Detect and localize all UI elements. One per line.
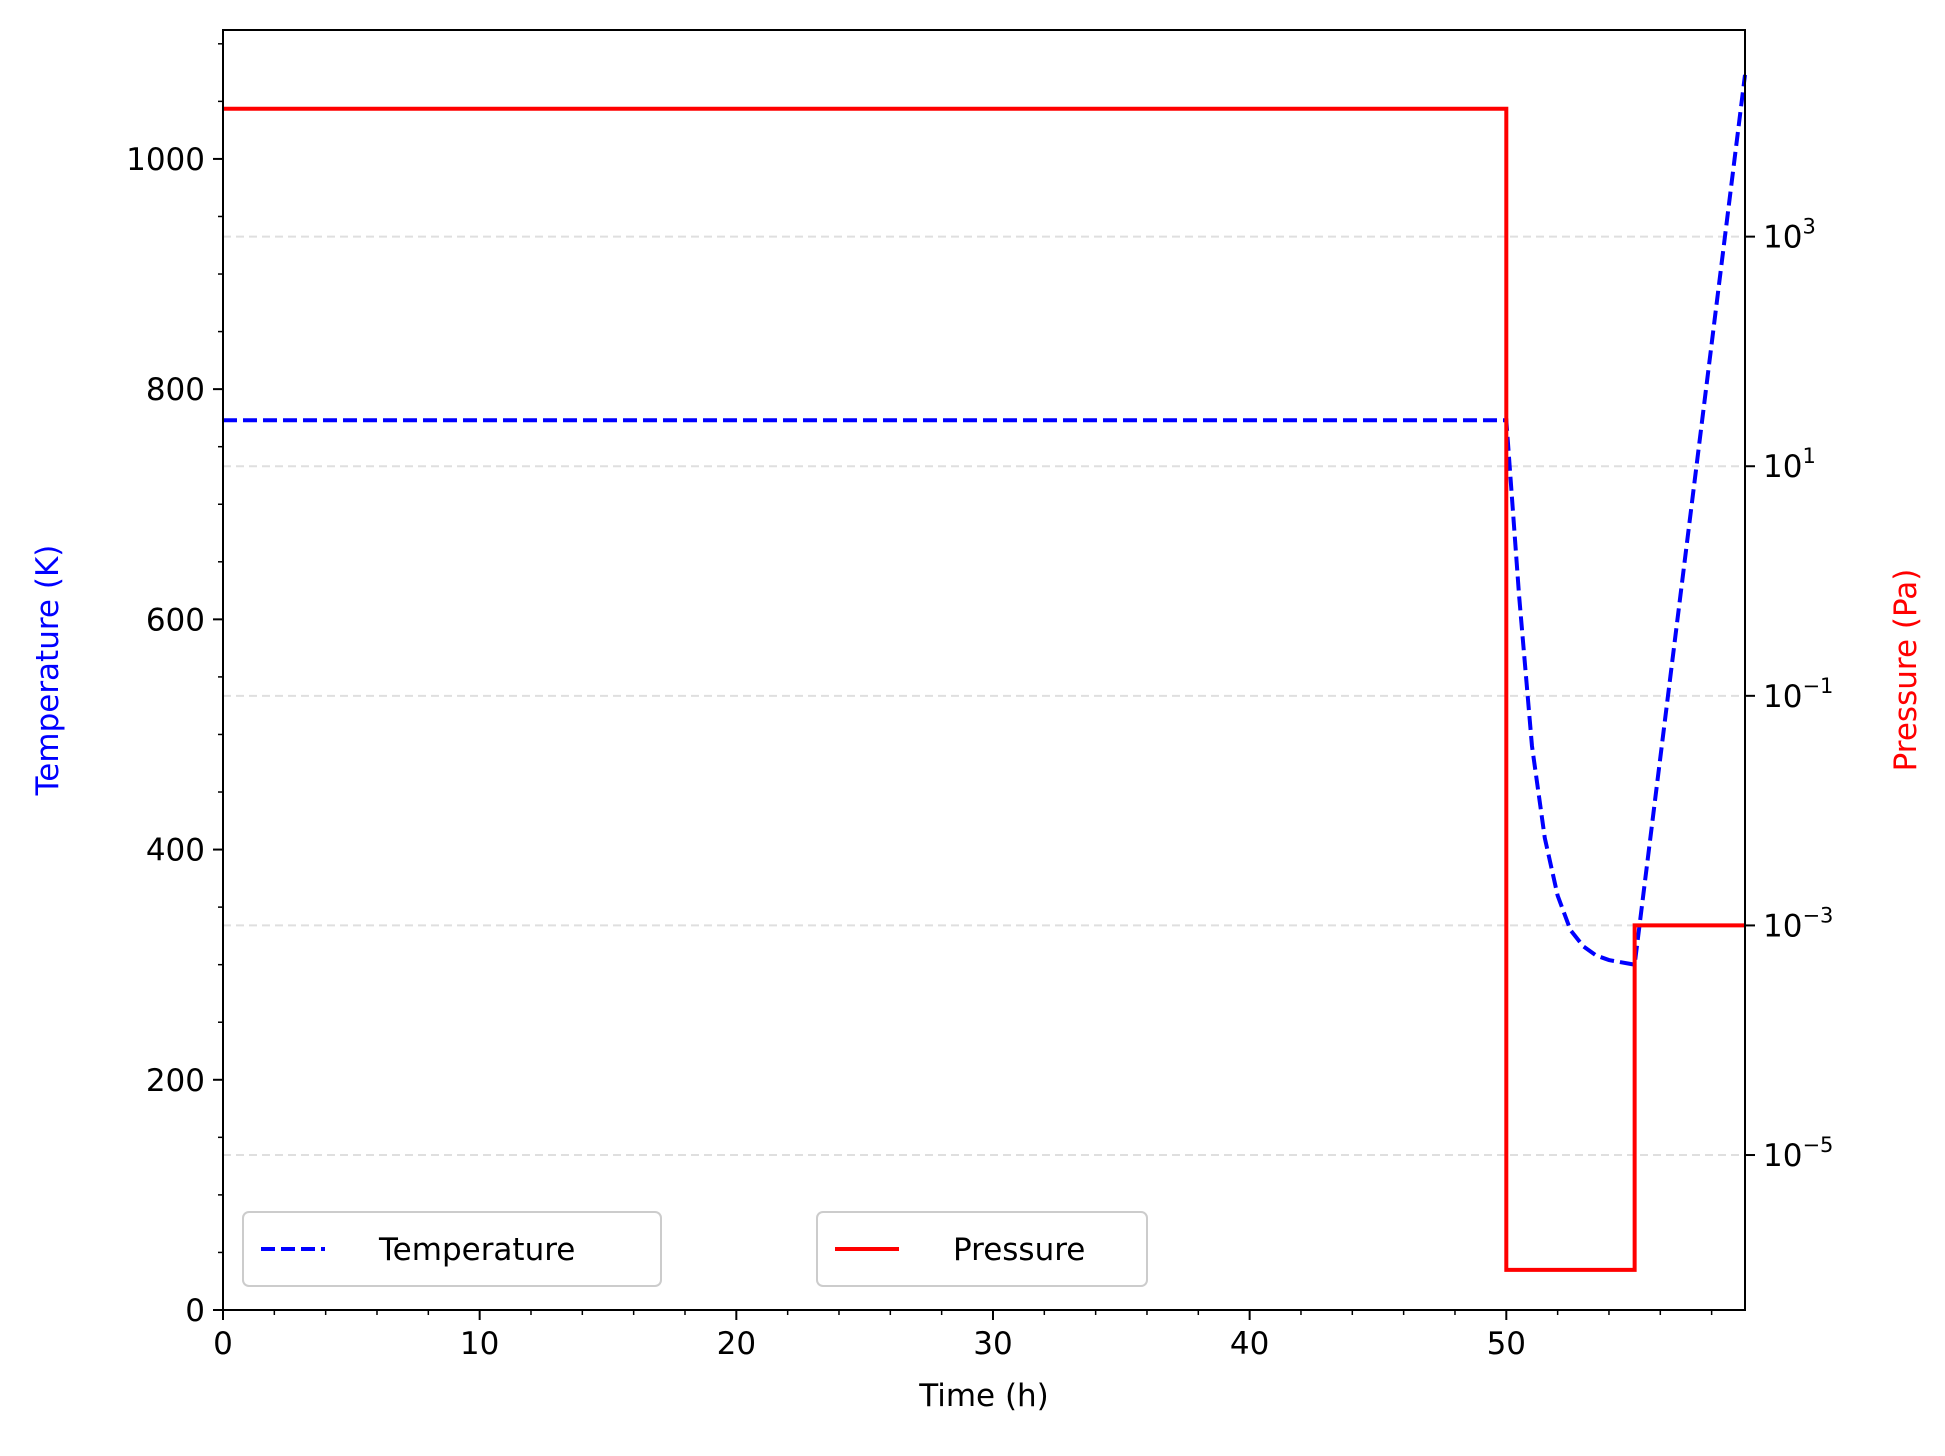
y-left-tick-label: 0: [185, 1293, 205, 1329]
x-tick-label: 30: [973, 1326, 1012, 1362]
y-right-tick-label: 10−3: [1763, 903, 1833, 944]
x-tick-label: 10: [460, 1326, 499, 1362]
y-right-axis-ticks: 10−5 10−3 10−1 101 103: [1745, 215, 1833, 1174]
y-right-tick-label: 103: [1763, 215, 1816, 256]
y-right-axis-title: Pressure (Pa): [1888, 569, 1924, 772]
legend-temperature: Temperature: [242, 1211, 662, 1287]
y-left-tick-label: 200: [146, 1063, 205, 1099]
series-layer: [223, 74, 1747, 1272]
y-left-axis-ticks: 0 200 400 600 800 1000: [126, 43, 223, 1329]
legend-pressure-box: [816, 1211, 1148, 1287]
series-line-pressure: [223, 106, 1745, 1272]
legend-pressure: Pressure: [816, 1211, 1148, 1287]
x-tick-label: 20: [717, 1326, 756, 1362]
y-left-tick-label: 800: [146, 372, 205, 408]
y-right-tick-label: 10−1: [1763, 674, 1833, 715]
legend-temperature-box: [242, 1211, 662, 1287]
x-axis-ticks: 0 10 20 30 40 50: [213, 1310, 1713, 1362]
legend-temperature-label: Temperature: [378, 1232, 575, 1268]
legend-pressure-label: Pressure: [953, 1232, 1085, 1268]
y-right-tick-label: 101: [1763, 444, 1816, 485]
y-left-tick-label: 1000: [126, 142, 205, 178]
y-right-tick-label: 10−5: [1763, 1133, 1833, 1174]
grid-lines: [223, 235, 1745, 1157]
y-left-tick-label: 600: [146, 602, 205, 638]
x-tick-label: 50: [1487, 1326, 1526, 1362]
x-tick-label: 0: [213, 1326, 233, 1362]
plot-frame: [222, 29, 1746, 1311]
y-left-axis-title: Temperature (K): [30, 545, 66, 797]
x-axis-title: Time (h): [918, 1378, 1049, 1414]
x-tick-label: 40: [1230, 1326, 1269, 1362]
y-left-tick-label: 400: [146, 833, 205, 869]
series-line-temperature: [223, 74, 1747, 968]
